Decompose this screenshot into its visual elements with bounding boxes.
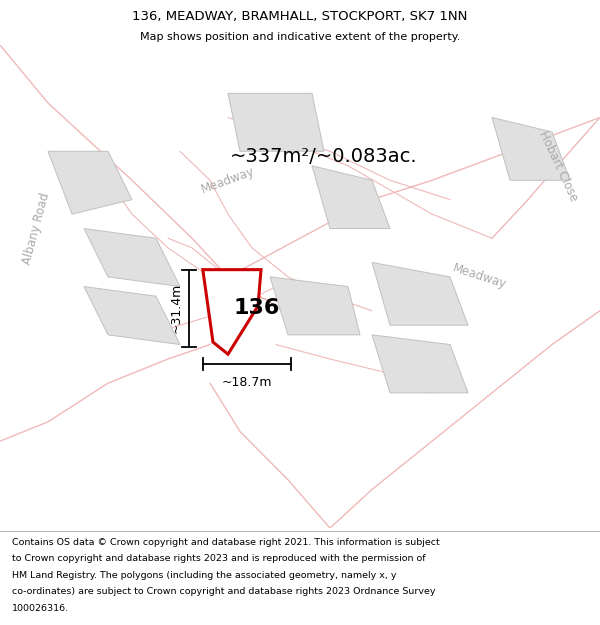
Polygon shape xyxy=(84,286,180,344)
Text: Hobart Close: Hobart Close xyxy=(536,129,580,203)
Polygon shape xyxy=(270,277,360,335)
Text: Contains OS data © Crown copyright and database right 2021. This information is : Contains OS data © Crown copyright and d… xyxy=(12,538,440,547)
Text: to Crown copyright and database rights 2023 and is reproduced with the permissio: to Crown copyright and database rights 2… xyxy=(12,554,425,563)
Text: 136: 136 xyxy=(233,298,280,318)
Text: ~18.7m: ~18.7m xyxy=(221,376,272,389)
Text: HM Land Registry. The polygons (including the associated geometry, namely x, y: HM Land Registry. The polygons (includin… xyxy=(12,571,397,580)
Polygon shape xyxy=(372,262,468,325)
Polygon shape xyxy=(203,269,261,354)
Text: Map shows position and indicative extent of the property.: Map shows position and indicative extent… xyxy=(140,32,460,43)
Polygon shape xyxy=(372,335,468,393)
Polygon shape xyxy=(84,229,180,286)
Text: Albany Road: Albany Road xyxy=(20,191,52,266)
Polygon shape xyxy=(228,93,324,151)
Polygon shape xyxy=(492,118,570,180)
Text: 136, MEADWAY, BRAMHALL, STOCKPORT, SK7 1NN: 136, MEADWAY, BRAMHALL, STOCKPORT, SK7 1… xyxy=(133,10,467,23)
Polygon shape xyxy=(312,166,390,229)
Polygon shape xyxy=(48,151,132,214)
Text: ~337m²/~0.083ac.: ~337m²/~0.083ac. xyxy=(230,147,418,166)
Text: 100026316.: 100026316. xyxy=(12,604,69,612)
Text: Meadway: Meadway xyxy=(451,262,509,292)
Text: co-ordinates) are subject to Crown copyright and database rights 2023 Ordnance S: co-ordinates) are subject to Crown copyr… xyxy=(12,588,436,596)
Text: Meadway: Meadway xyxy=(199,164,257,196)
Text: ~31.4m: ~31.4m xyxy=(170,283,183,333)
